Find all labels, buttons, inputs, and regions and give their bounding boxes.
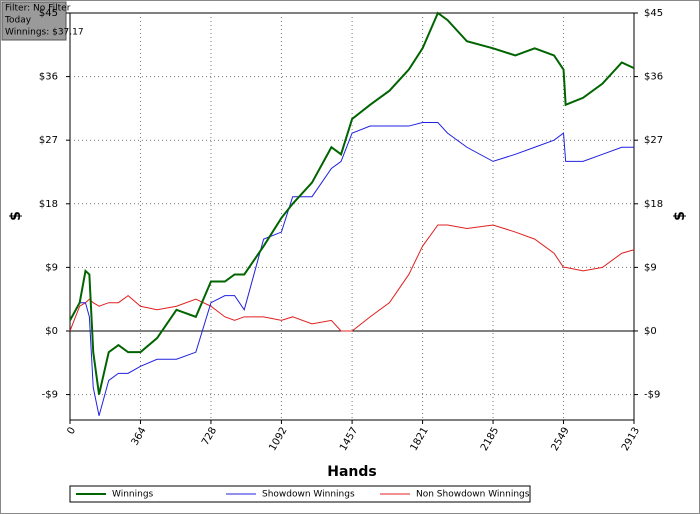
y-tick-label: $27: [39, 135, 58, 146]
legend-label: Winnings: [112, 490, 154, 500]
y-tick-label: $45: [39, 8, 58, 19]
y2-tick-label: $36: [644, 72, 663, 83]
series-line: [69, 11, 635, 395]
x-tick-label: 0: [65, 426, 78, 437]
y2-axis-label: $: [672, 211, 688, 221]
legend-label: Showdown Winnings: [262, 490, 355, 500]
legend: [69, 485, 531, 503]
plot-area: [69, 12, 635, 421]
y2-tick-label: -$9: [644, 390, 660, 401]
y2-tick-label: $45: [644, 8, 663, 19]
info-text: Filter: No Filter: [5, 4, 71, 14]
y-axis-label: $: [8, 211, 24, 221]
series-line: [69, 224, 635, 332]
legend-label: Non Showdown Winnings: [416, 490, 530, 500]
y-tick-label: -$9: [42, 390, 58, 401]
info-text: Today: [4, 16, 32, 26]
series-line: [69, 122, 634, 416]
y2-tick-label: $18: [644, 199, 663, 210]
info-box: [1, 1, 67, 41]
y-tick-label: $0: [45, 326, 58, 337]
y-tick-label: $36: [39, 72, 58, 83]
info-text: Winnings: $37.17: [5, 28, 84, 38]
y-tick-label: $18: [39, 199, 58, 210]
y-tick-label: $9: [45, 262, 58, 273]
x-axis-label: Hands: [327, 464, 377, 480]
y2-tick-label: $9: [644, 262, 657, 273]
y2-tick-label: $0: [644, 326, 657, 337]
y2-tick-label: $27: [644, 135, 663, 146]
